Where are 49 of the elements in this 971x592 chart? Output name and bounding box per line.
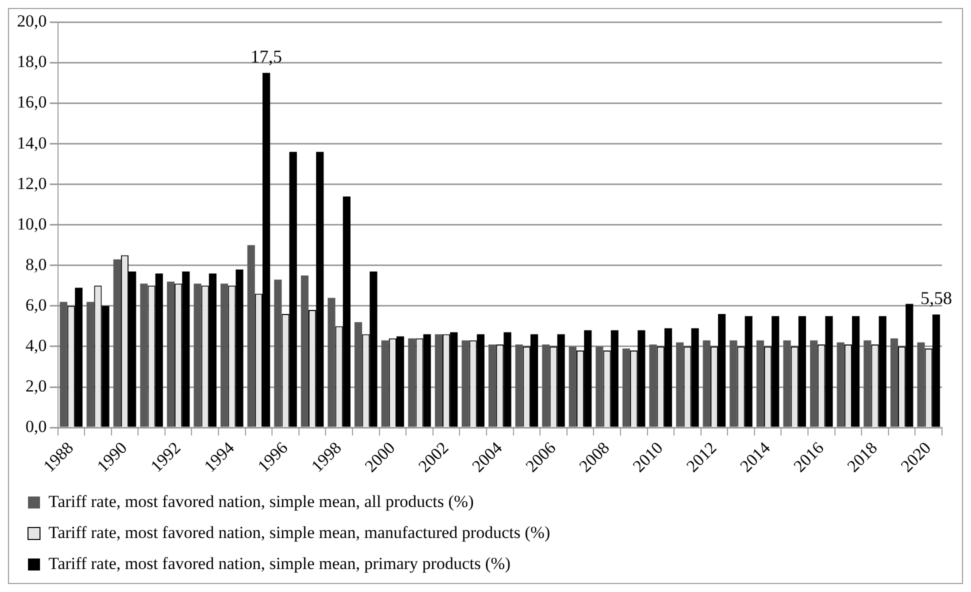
y-tick-label: 6,0 <box>26 295 47 314</box>
y-tick-label: 14,0 <box>17 133 47 152</box>
bar <box>702 340 710 427</box>
bar <box>542 344 550 427</box>
y-tick-label: 8,0 <box>26 254 47 274</box>
bar <box>462 340 470 427</box>
bar <box>274 280 282 427</box>
bar <box>917 342 925 427</box>
data-label: 17,5 <box>250 46 282 67</box>
bar <box>113 259 121 427</box>
bar <box>86 302 94 427</box>
bar <box>247 245 255 427</box>
legend-label: Tariff rate, most favored nation, simple mean, manufactured products (%) <box>48 522 550 542</box>
bar <box>622 348 630 427</box>
y-tick-label: 0,0 <box>26 417 47 436</box>
data-label: 5,58 <box>920 288 952 308</box>
bar <box>434 334 442 427</box>
legend-label: Tariff rate, most favored nation, simple mean, primary products (%) <box>48 554 511 573</box>
y-tick-label: 12,0 <box>17 174 47 193</box>
bar <box>166 282 175 427</box>
bar <box>515 344 523 427</box>
bar <box>220 284 228 427</box>
bar <box>140 284 148 427</box>
bar <box>568 346 576 427</box>
y-tick-label: 18,0 <box>17 52 47 72</box>
bar <box>864 340 872 427</box>
legend-label: Tariff rate, most favored nation, simple mean, all products (%) <box>48 492 474 511</box>
bar <box>488 344 496 427</box>
bar <box>649 344 657 427</box>
bar <box>890 338 898 427</box>
bar <box>354 322 362 427</box>
y-tick-label: 20,0 <box>17 12 47 31</box>
y-tick-label: 2,0 <box>26 376 47 396</box>
bar <box>756 340 764 427</box>
bar <box>810 340 818 427</box>
y-tick-label: 10,0 <box>17 214 47 234</box>
bar <box>676 342 684 427</box>
bar <box>783 340 791 427</box>
bar <box>328 298 336 427</box>
bar <box>194 284 202 427</box>
bar <box>596 346 604 427</box>
bar <box>381 340 389 427</box>
bar <box>408 338 416 427</box>
bar <box>300 276 309 427</box>
bar <box>836 342 844 427</box>
bar <box>730 340 738 427</box>
y-tick-label: 16,0 <box>17 92 47 112</box>
y-tick-label: 4,0 <box>26 336 47 355</box>
bar <box>60 302 68 427</box>
